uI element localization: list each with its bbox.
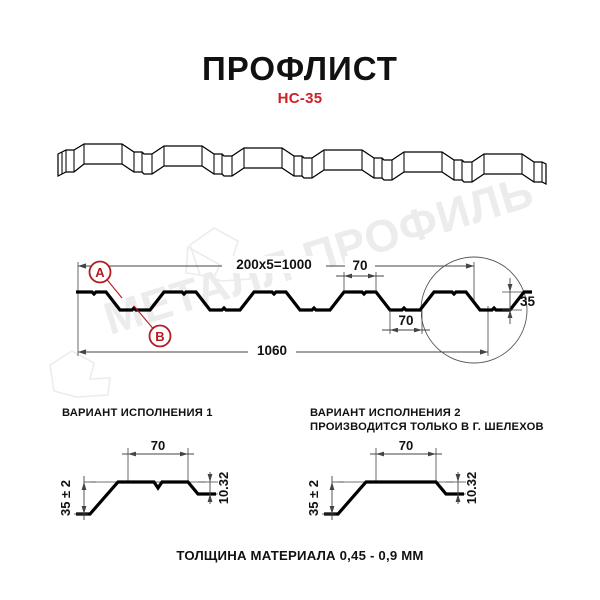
- dimension-bottom: 1060: [78, 342, 488, 359]
- variant-2-height-label: 35 ± 2: [306, 480, 321, 516]
- variant-1-width-label: 70: [151, 438, 165, 453]
- variant-2-thickness-label: 10.32: [464, 472, 479, 505]
- dimension-flange-bottom: 70: [382, 310, 430, 334]
- profile-outline: [76, 290, 532, 312]
- material-thickness-note: ТОЛЩИНА МАТЕРИАЛА 0,45 - 0,9 ММ: [176, 548, 424, 563]
- dimension-bottom-label: 1060: [257, 343, 287, 358]
- variant-1-detail: 70 10.32 35 ± 2: [58, 432, 258, 527]
- variant-2-title: ВАРИАНТ ИСПОЛНЕНИЯ 2 ПРОИЗВОДИТСЯ ТОЛЬКО…: [310, 406, 544, 434]
- variant-2-detail: 70 10.32 35 ± 2: [306, 432, 506, 527]
- dimension-flange-bottom-label: 70: [398, 313, 413, 328]
- dimension-flange-top: 70: [336, 256, 384, 290]
- callout-b-label: B: [155, 329, 164, 344]
- dimension-top: 200x5=1000: [78, 256, 474, 273]
- dimension-height-label: 35: [520, 294, 536, 309]
- dimension-height: 35: [502, 278, 536, 324]
- callout-a: A: [88, 260, 123, 299]
- variant-2-dimension-thickness: 10.32: [455, 472, 479, 505]
- page-title: ПРОФЛИСТ: [202, 50, 398, 87]
- callout-b: B: [133, 305, 172, 348]
- dimension-flange-top-label: 70: [352, 258, 367, 273]
- variant-1-dimension-width: 70: [122, 436, 194, 457]
- variant-1-dimension-thickness: 10.32: [207, 472, 231, 505]
- dimension-top-label: 200x5=1000: [236, 257, 311, 272]
- isometric-sheet-view: [52, 122, 552, 217]
- variant-2-dimension-height: 35 ± 2: [306, 476, 344, 520]
- variant-2-dimension-width: 70: [370, 436, 442, 457]
- variant-1-profile: [76, 480, 216, 516]
- variant-1-height-label: 35 ± 2: [58, 480, 73, 516]
- variant-1-title: ВАРИАНТ ИСПОЛНЕНИЯ 1: [62, 406, 213, 420]
- callout-a-label: A: [95, 265, 105, 280]
- variant-2-profile: [324, 480, 464, 516]
- cross-section-view: 200x5=1000 1060: [70, 248, 540, 373]
- variant-1-title-line1: ВАРИАНТ ИСПОЛНЕНИЯ 1: [62, 407, 213, 419]
- variant-1-dimension-height: 35 ± 2: [58, 476, 96, 520]
- variant-2-width-label: 70: [399, 438, 413, 453]
- variant-1-thickness-label: 10.32: [216, 472, 231, 505]
- variant-2-title-line2: ПРОИЗВОДИТСЯ ТОЛЬКО В Г. ШЕЛЕХОВ: [310, 421, 544, 433]
- page-subtitle: НС-35: [277, 90, 323, 107]
- variant-2-title-line1: ВАРИАНТ ИСПОЛНЕНИЯ 2: [310, 407, 461, 419]
